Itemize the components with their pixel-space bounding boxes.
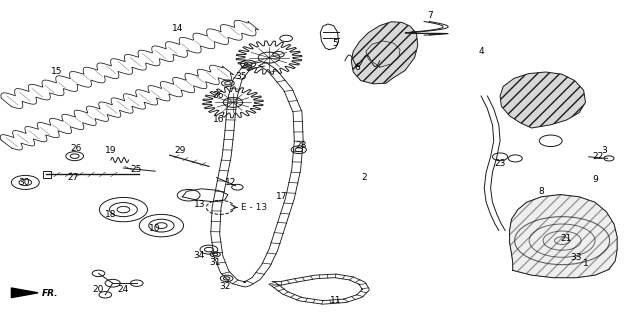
Text: 8: 8	[538, 188, 544, 196]
Text: 21: 21	[561, 234, 572, 243]
Text: 12: 12	[225, 178, 237, 187]
Text: 3: 3	[601, 146, 608, 155]
Text: E - 13: E - 13	[241, 203, 266, 212]
Text: 19: 19	[105, 146, 116, 155]
Text: 36: 36	[213, 92, 224, 100]
Text: 11: 11	[330, 296, 341, 305]
Text: 10: 10	[149, 224, 161, 233]
Text: 22: 22	[592, 152, 604, 161]
Text: 1: 1	[582, 260, 589, 268]
Text: 9: 9	[592, 175, 598, 184]
Polygon shape	[500, 72, 586, 128]
Text: 20: 20	[92, 285, 104, 294]
Text: 6: 6	[354, 63, 361, 72]
Polygon shape	[510, 195, 617, 278]
Polygon shape	[11, 288, 38, 298]
Text: 14: 14	[172, 24, 183, 33]
Text: 24: 24	[118, 285, 129, 294]
Text: 7: 7	[427, 12, 434, 20]
Text: 32: 32	[219, 282, 230, 291]
Text: 25: 25	[130, 165, 142, 174]
Text: 2: 2	[361, 173, 367, 182]
Text: 27: 27	[67, 173, 78, 182]
Text: 4: 4	[479, 47, 484, 56]
Text: 31: 31	[210, 258, 221, 267]
Text: 13: 13	[194, 200, 205, 209]
Text: FR.: FR.	[42, 289, 58, 298]
Text: 5: 5	[332, 39, 339, 48]
Text: 30: 30	[18, 178, 30, 187]
Text: 34: 34	[194, 252, 205, 260]
Text: 18: 18	[105, 210, 116, 219]
Text: 15: 15	[51, 68, 63, 76]
Text: 28: 28	[295, 141, 306, 150]
Text: 29: 29	[175, 146, 186, 155]
Polygon shape	[351, 22, 418, 84]
Text: 23: 23	[494, 159, 506, 168]
Text: 33: 33	[570, 253, 582, 262]
Text: 16: 16	[213, 116, 224, 124]
Text: 35: 35	[235, 72, 246, 81]
Text: 26: 26	[70, 144, 82, 153]
Text: 17: 17	[276, 192, 287, 201]
